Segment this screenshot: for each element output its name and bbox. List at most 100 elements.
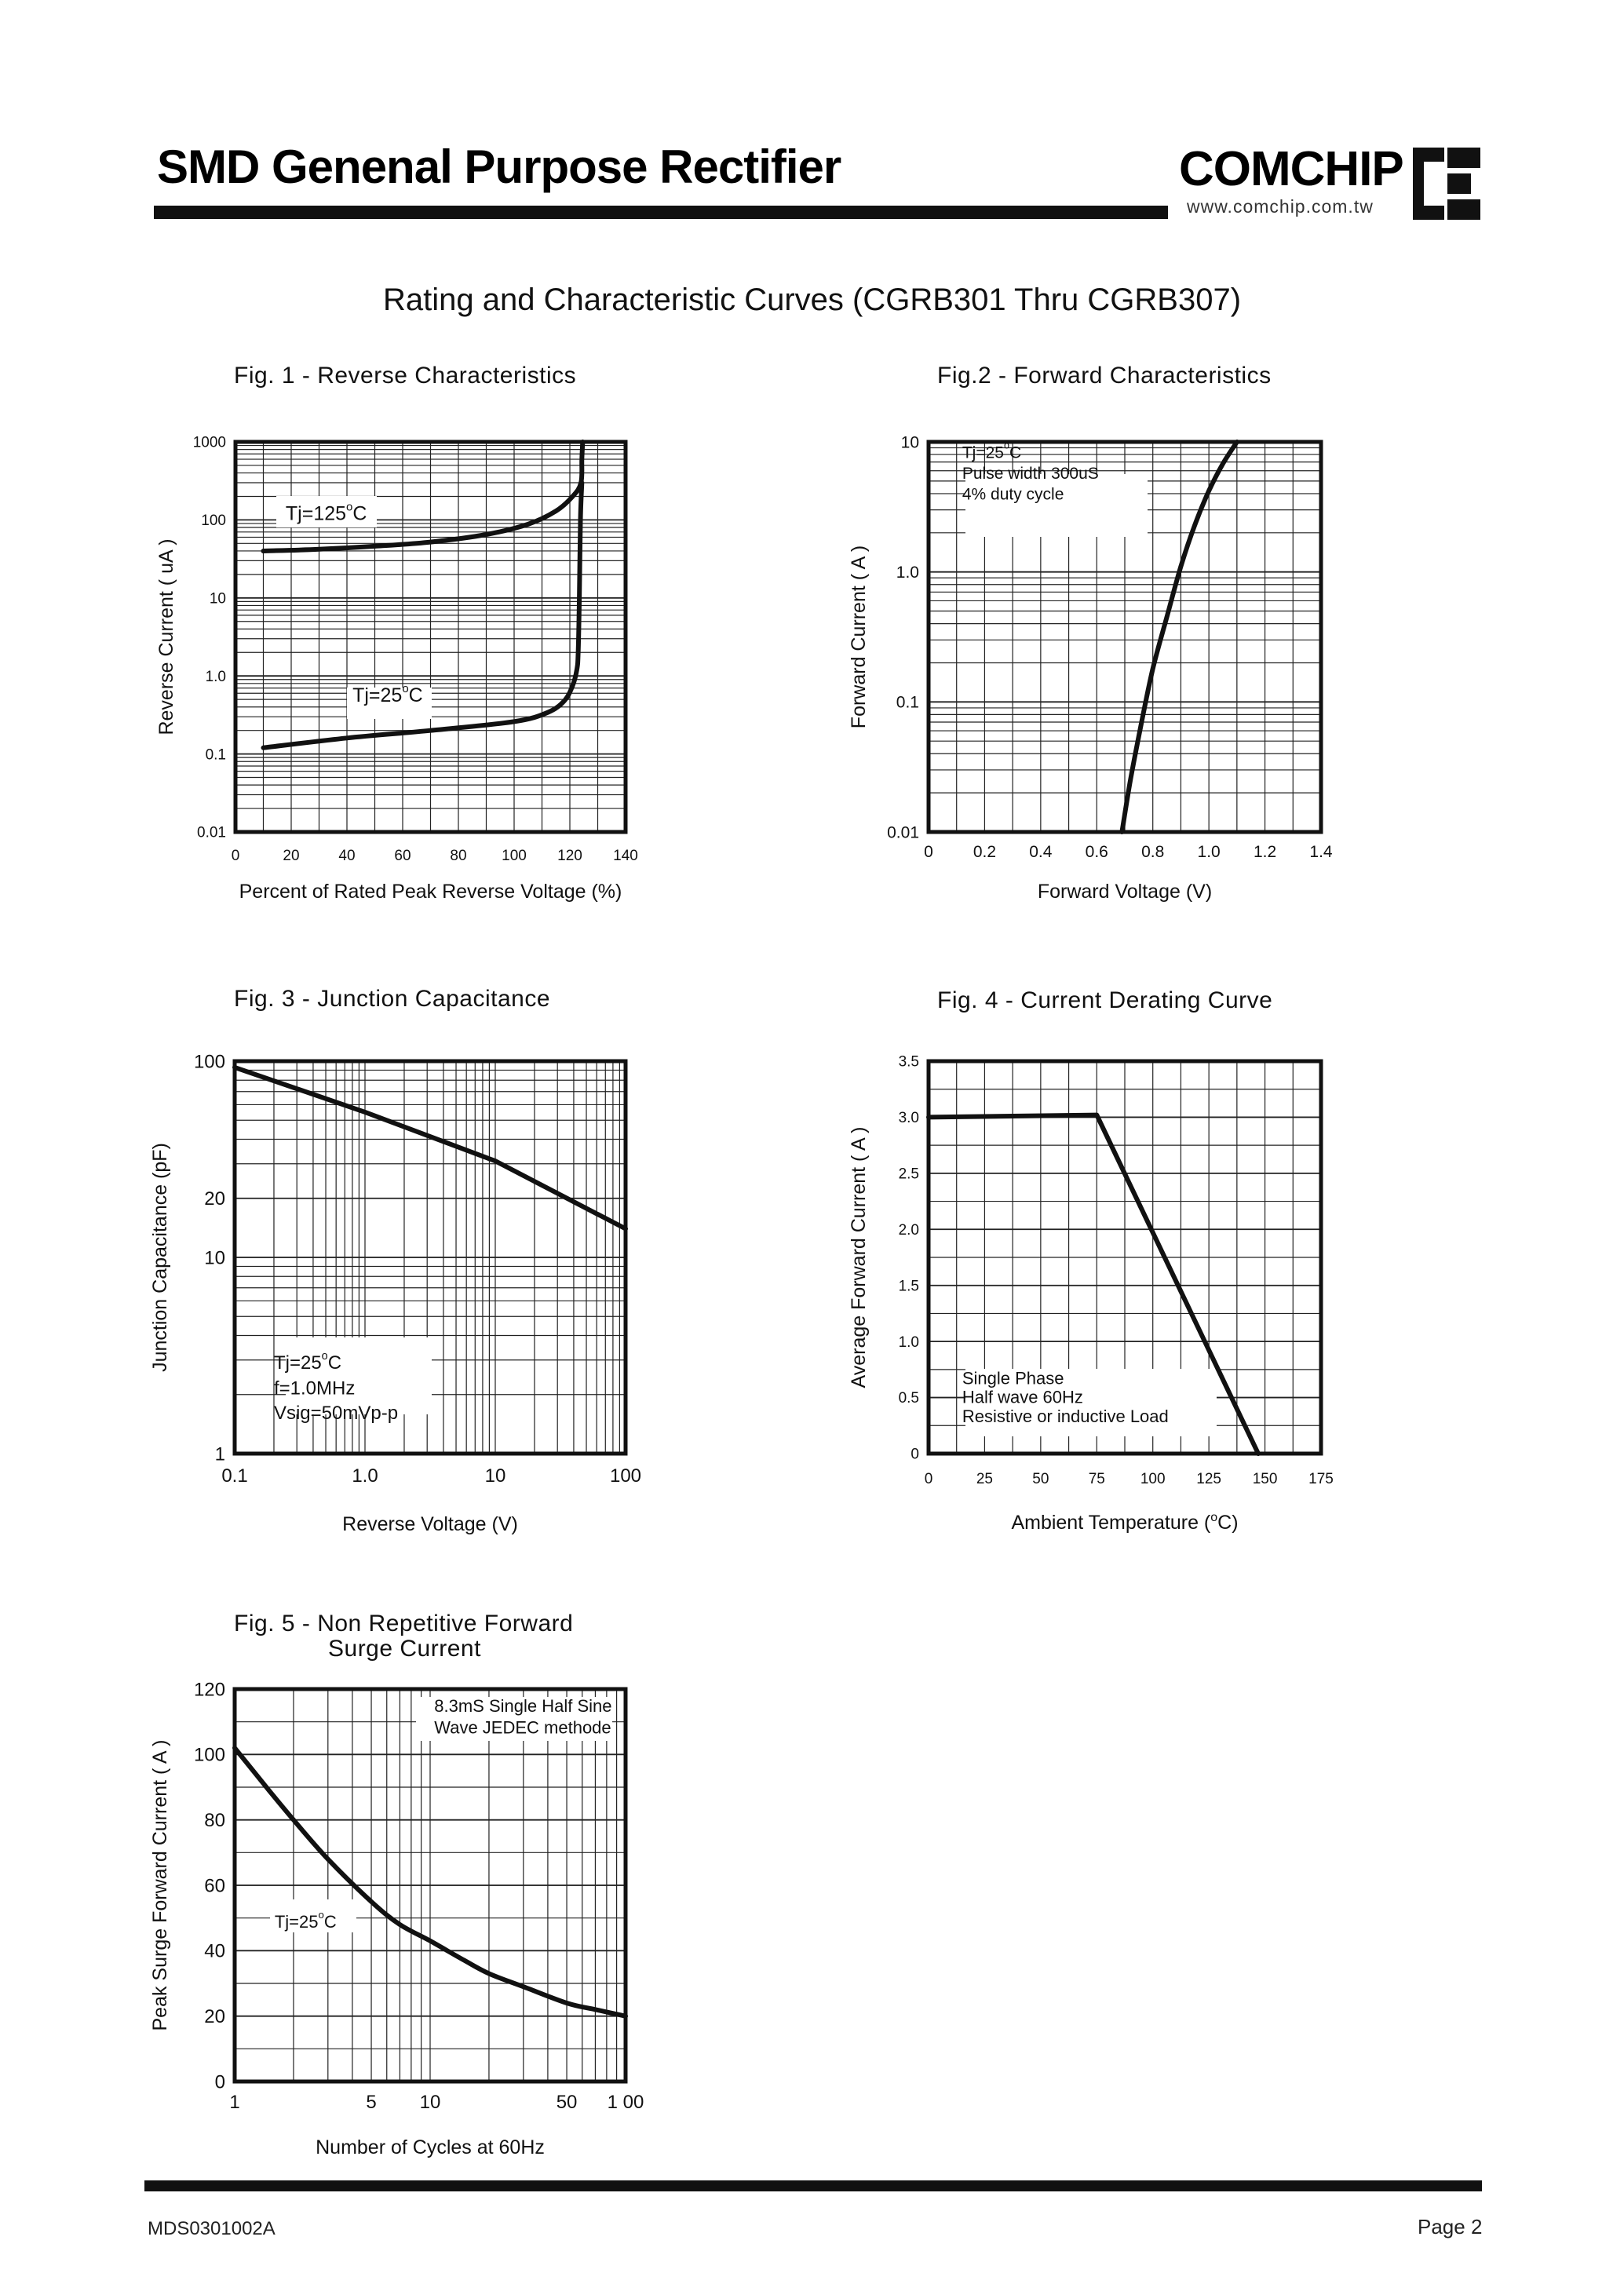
fig4-x-axis-label-unit: C) — [1217, 1512, 1238, 1534]
annotation-unit: C — [1009, 444, 1021, 462]
annotation-degree: o — [402, 682, 408, 695]
fig5-label-background — [416, 1697, 612, 1741]
fig4-x-axis-label-text: Ambient Temperature ( — [1011, 1512, 1210, 1534]
fig4-series-line-0 — [926, 1112, 1261, 1456]
fig1-x-tick-label: 60 — [394, 848, 411, 864]
company-logo-text: COMCHIP — [1179, 142, 1404, 196]
fig5-y-tick-label: 40 — [204, 1941, 225, 1962]
fig2-x-tick-label: 1.4 — [1309, 843, 1333, 861]
fig3-y-axis-label: Junction Capacitance (pF) — [149, 1143, 171, 1372]
fig4-y-tick-label: 1.0 — [899, 1334, 919, 1351]
fig1-annotation: Tj=25oC — [352, 682, 423, 706]
fig1-y-tick-label: 1000 — [193, 435, 226, 451]
fig5-annotation: 8.3mS Single Half Sine — [434, 1696, 611, 1716]
fig1-y-tick-label: 10 — [210, 590, 226, 607]
fig2-x-axis-label: Forward Voltage (V) — [1038, 881, 1212, 903]
fig3-y-tick-label: 20 — [204, 1188, 225, 1210]
fig4-y-tick-label: 3.0 — [899, 1110, 919, 1126]
fig2-plot: 0 0.2 0.4 0.6 0.8 1.0 1.2 1.4 0.01 0.1 1.0 10 Forwar… — [848, 433, 1333, 903]
fig3-annotation: Vsig=50mVp-p — [274, 1403, 398, 1424]
fig2-annotation: Pulse width 300uS — [962, 465, 1099, 483]
fig4-y-tick-label: 0.5 — [899, 1390, 919, 1407]
fig2-x-tick-label: 0.4 — [1029, 843, 1053, 861]
fig2-x-tick-label: 1.0 — [1198, 843, 1221, 861]
fig5-y-tick-label: 0 — [215, 2071, 225, 2092]
fig4-annotation: Resistive or inductive Load — [962, 1407, 1169, 1426]
fig2-y-tick-label: 1.0 — [896, 564, 919, 582]
fig2-x-tick-label: 0 — [924, 843, 933, 861]
fig5-x-tick-label: 1 — [229, 2092, 239, 2113]
annotation-text: Tj=125 — [286, 502, 346, 524]
chart-fig5-surge-current: 1 5 10 50 1 00 0 20 40 60 80 100 120 Number of Cycle… — [149, 1679, 644, 2158]
fig5-y-tick-label: 80 — [204, 1810, 225, 1831]
annotation-text: Single Phase — [962, 1368, 1064, 1388]
fig1-series-line-0 — [261, 440, 586, 553]
annotation-unit: C — [328, 1352, 341, 1374]
annotation-text: Resistive or inductive Load — [962, 1407, 1169, 1426]
fig1-y-tick-label: 0.01 — [197, 825, 226, 841]
annotation-text: Tj=25 — [275, 1912, 319, 1932]
fig4-y-tick-label: 0 — [911, 1447, 919, 1463]
fig2-y-axis-label: Forward Current ( A ) — [848, 545, 870, 728]
fig3-y-tick-label: 1 — [215, 1443, 225, 1465]
fig1-y-tick-label: 100 — [201, 513, 226, 529]
fig4-y-tick-label: 1.5 — [899, 1278, 919, 1294]
fig4-x-tick-label: 75 — [1089, 1471, 1105, 1487]
fig2-annotation: 4% duty cycle — [962, 486, 1064, 504]
fig2-x-tick-label: 0.8 — [1141, 843, 1164, 861]
fig1-series-line-1 — [261, 480, 585, 750]
fig5-x-axis-label-text: Number of Cycles at 60Hz — [316, 2136, 545, 2158]
fig5-gridlines — [235, 1688, 626, 2082]
fig1-x-axis-label-text: Percent of Rated Peak Reverse Voltage (%… — [239, 881, 622, 903]
fig4-x-tick-label: 50 — [1032, 1471, 1049, 1487]
fig4-plot: 0 25 50 75 100 125 150 175 0 0.5 1.0 1.5 2.0 2.5 3.0 3.… — [848, 1054, 1334, 1534]
fig3-y-tick-label: 10 — [204, 1247, 225, 1268]
fig3-x-axis-label-text: Reverse Voltage (V) — [342, 1513, 518, 1535]
chart-fig2-forward-characteristics: 0 0.2 0.4 0.6 0.8 1.0 1.2 1.4 0.01 0.1 1.0 10 Forwar… — [848, 433, 1333, 903]
annotation-degree: o — [1004, 440, 1009, 451]
fig1-x-tick-label: 80 — [450, 848, 466, 864]
fig4-x-axis-label-degree: o — [1210, 1511, 1217, 1524]
annotation-degree: o — [322, 1350, 328, 1363]
fig1-x-tick-label: 20 — [283, 848, 299, 864]
fig4-title: Fig. 4 - Current Derating Curve — [937, 987, 1273, 1013]
fig5-y-axis-label: Peak Surge Forward Current ( A ) — [149, 1740, 171, 2031]
section-title: Rating and Characteristic Curves (CGRB30… — [382, 283, 1242, 317]
fig5-x-axis-label: Number of Cycles at 60Hz — [316, 2136, 545, 2158]
fig5-y-tick-label: 120 — [194, 1679, 225, 1700]
fig4-y-axis-label: Average Forward Current ( A ) — [848, 1126, 870, 1388]
fig1-label-background — [276, 496, 377, 527]
fig4-x-tick-label: 100 — [1140, 1471, 1166, 1487]
page-number: Page 2 — [1418, 2215, 1483, 2238]
annotation-degree: o — [318, 1909, 323, 1921]
fig1-y-tick-label: 0.1 — [206, 746, 226, 763]
fig4-y-tick-label: 2.5 — [899, 1166, 919, 1183]
fig5-y-tick-label: 20 — [204, 2006, 225, 2027]
fig1-x-axis-label: Percent of Rated Peak Reverse Voltage (%… — [239, 881, 622, 903]
annotation-unit: C — [352, 502, 367, 524]
fig4-annotation: Single Phase — [962, 1368, 1064, 1388]
annotation-text: 4% duty cycle — [962, 486, 1064, 504]
fig1-annotation: Tj=125oC — [286, 500, 367, 524]
fig5-y-tick-label: 60 — [204, 1875, 225, 1896]
annotation-text: Vsig=50mVp-p — [274, 1403, 398, 1424]
fig4-y-tick-label: 3.5 — [899, 1054, 919, 1071]
fig1-x-tick-label: 40 — [338, 848, 355, 864]
fig4-x-tick-label: 125 — [1196, 1471, 1221, 1487]
fig2-title: Fig.2 - Forward Characteristics — [937, 363, 1272, 389]
annotation-text: Tj=25 — [274, 1352, 322, 1374]
fig2-series-line-0 — [1119, 440, 1239, 834]
annotation-unit: C — [324, 1912, 337, 1932]
fig1-y-tick-label: 1.0 — [206, 669, 226, 685]
document-id: MDS0301002A — [148, 2218, 276, 2239]
fig4-y-tick-label: 2.0 — [899, 1222, 919, 1239]
fig2-x-tick-label: 0.2 — [973, 843, 996, 861]
fig3-title: Fig. 3 - Junction Capacitance — [234, 986, 551, 1012]
fig5-x-tick-label: 1 00 — [608, 2092, 644, 2113]
annotation-degree: o — [346, 500, 352, 513]
comchip-ce-mark-icon — [1413, 148, 1480, 220]
fig1-x-tick-label: 100 — [502, 848, 527, 864]
fig5-title: Fig. 5 - Non Repetitive Forward — [234, 1611, 574, 1636]
fig1-plot: 0 20 40 60 80 100 120 140 0.01 0.1 1.0 10 100 1000 Per… — [155, 435, 638, 903]
fig4-annotation: Half wave 60Hz — [962, 1388, 1083, 1407]
